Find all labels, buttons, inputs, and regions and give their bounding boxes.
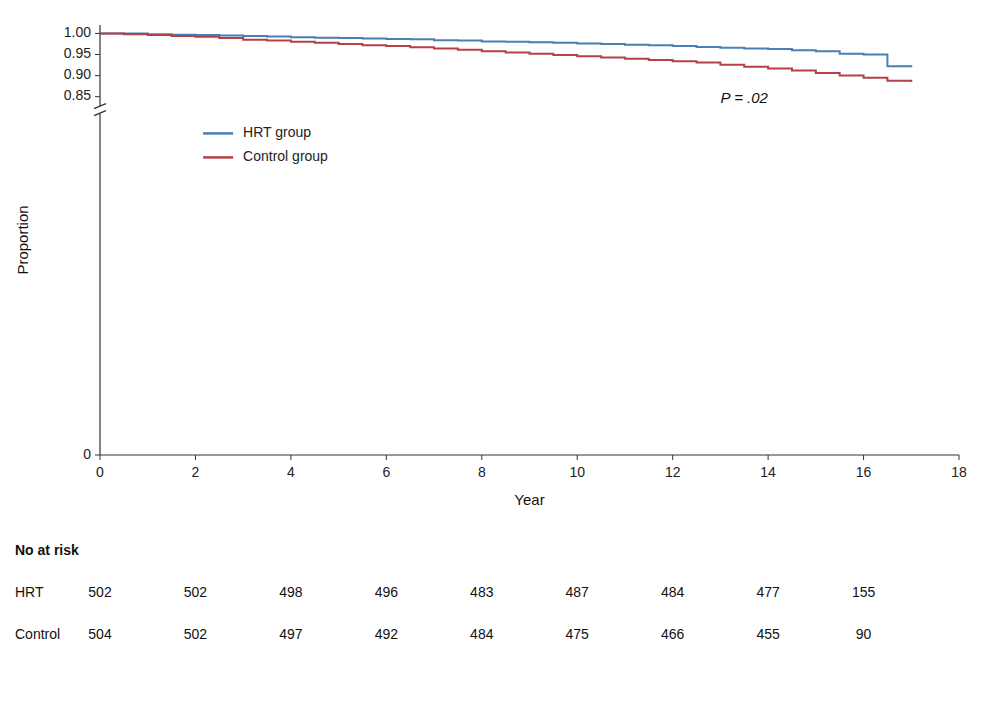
risk-row-label: HRT xyxy=(15,584,44,600)
x-tick xyxy=(386,455,387,460)
legend-label: HRT group xyxy=(243,124,311,140)
risk-table-label: No at risk xyxy=(15,542,79,558)
y-tick-label: 1.00 xyxy=(64,24,91,40)
x-tick xyxy=(863,455,864,460)
risk-value: 502 xyxy=(184,626,208,642)
risk-value: 496 xyxy=(375,584,399,600)
x-tick-label: 4 xyxy=(287,464,295,480)
x-tick xyxy=(100,455,101,460)
x-axis-label: Year xyxy=(514,491,544,508)
legend-label: Control group xyxy=(243,148,328,164)
x-tick xyxy=(672,455,673,460)
y-tick xyxy=(95,75,100,76)
series-line xyxy=(100,33,911,81)
risk-value: 484 xyxy=(470,626,494,642)
risk-value: 484 xyxy=(661,584,685,600)
risk-value: 497 xyxy=(279,626,303,642)
risk-table: No at risk HRT 502 502 498 496 483 487 484 477 155… xyxy=(15,542,875,642)
risk-value: 492 xyxy=(375,626,399,642)
legend-swatch xyxy=(203,156,233,159)
axes: 0 2 4 6 8 10 12 14 16 18 0 0.85 0.90 0.95 1.00 xyxy=(64,24,967,480)
risk-value: 498 xyxy=(279,584,303,600)
x-tick xyxy=(481,455,482,460)
risk-value: 466 xyxy=(661,626,685,642)
axis-break xyxy=(94,104,106,109)
x-tick-label: 0 xyxy=(96,464,104,480)
annotation: P = .02 xyxy=(721,89,769,106)
axis-break xyxy=(94,111,106,116)
risk-value: 475 xyxy=(566,626,590,642)
risk-value: 90 xyxy=(856,626,872,642)
y-tick xyxy=(95,54,100,55)
x-tick xyxy=(577,455,578,460)
chart: 0 2 4 6 8 10 12 14 16 18 0 0.85 0.90 0.95 1.00 Year Prop… xyxy=(0,0,989,728)
x-tick-label: 8 xyxy=(478,464,486,480)
x-tick-label: 18 xyxy=(951,464,967,480)
x-axis-line xyxy=(100,454,959,455)
y-tick xyxy=(95,33,100,34)
legend-swatch xyxy=(203,132,233,135)
y-axis-label: Proportion xyxy=(14,205,31,274)
x-tick xyxy=(959,455,960,460)
x-tick-label: 2 xyxy=(192,464,200,480)
x-tick xyxy=(290,455,291,460)
risk-value: 483 xyxy=(470,584,494,600)
y-tick-label: 0.90 xyxy=(64,66,91,82)
x-tick-label: 10 xyxy=(569,464,585,480)
x-tick-label: 12 xyxy=(665,464,681,480)
y-axis-line xyxy=(99,114,100,455)
x-tick xyxy=(768,455,769,460)
risk-row-label: Control xyxy=(15,626,60,642)
x-tick-label: 16 xyxy=(856,464,872,480)
risk-value: 502 xyxy=(184,584,208,600)
risk-value: 155 xyxy=(852,584,876,600)
y-tick-label: 0.85 xyxy=(64,87,91,103)
y-axis-line xyxy=(99,25,100,106)
risk-value: 504 xyxy=(88,626,112,642)
y-tick xyxy=(95,455,100,456)
y-tick xyxy=(95,96,100,97)
risk-value: 455 xyxy=(756,626,780,642)
y-tick-label: 0.95 xyxy=(64,45,91,61)
y-tick-label: 0 xyxy=(83,446,91,462)
legend: HRT group Control group xyxy=(203,124,328,164)
risk-value: 487 xyxy=(566,584,590,600)
risk-value: 477 xyxy=(756,584,780,600)
plot-area xyxy=(100,33,911,81)
x-tick-label: 14 xyxy=(760,464,776,480)
x-tick xyxy=(195,455,196,460)
x-tick-label: 6 xyxy=(382,464,390,480)
risk-value: 502 xyxy=(88,584,112,600)
